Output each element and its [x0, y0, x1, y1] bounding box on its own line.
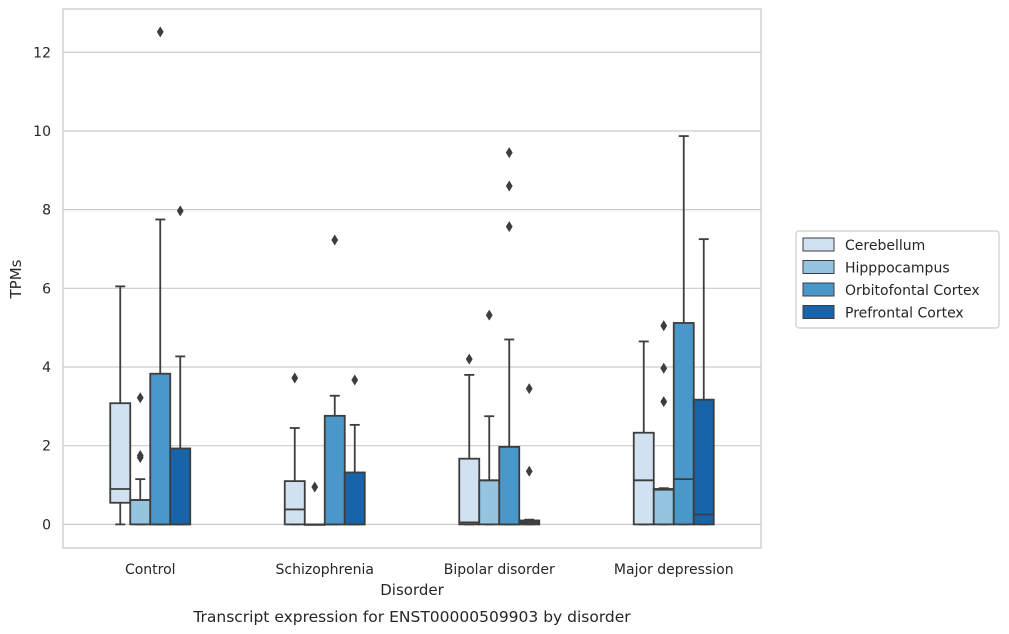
- box-iqr: [283, 480, 306, 526]
- box-cerebellum: [458, 353, 481, 526]
- x-tick-label: Major depression: [614, 562, 734, 578]
- legend-swatch: [802, 305, 835, 319]
- y-tick-label: 6: [42, 281, 51, 297]
- y-tick-label: 0: [42, 517, 51, 533]
- box-hipppocampus: [652, 320, 675, 526]
- legend-label: Prefrontal Cortex: [845, 306, 964, 322]
- y-tick-label: 12: [33, 45, 51, 61]
- box-iqr: [692, 398, 715, 526]
- x-tick-labels: Control Schizophrenia Bipolar disorder Majo…: [125, 562, 734, 578]
- outlier-point: [136, 392, 144, 404]
- box-prefrontal-cortex: [343, 374, 366, 526]
- y-axis-title: TPMs: [7, 259, 25, 299]
- box-hipppocampus: [478, 309, 501, 526]
- legend-frame: [795, 230, 1000, 329]
- box-iqr: [129, 499, 152, 526]
- outlier-point: [331, 234, 339, 246]
- outlier-point: [176, 205, 184, 217]
- outlier-point: [136, 450, 144, 462]
- outlier-point: [505, 221, 513, 233]
- x-tick-label: Schizophrenia: [276, 562, 374, 578]
- y-tick-label: 10: [33, 124, 51, 140]
- box-prefrontal-cortex: [692, 238, 715, 526]
- outlier-point: [660, 396, 668, 408]
- box-iqr: [478, 479, 501, 526]
- box-iqr: [109, 402, 132, 504]
- legend-label: Hipppocampus: [845, 261, 950, 277]
- box-orbitofontal-cortex: [672, 135, 695, 526]
- legend-label: Cerebellum: [845, 238, 925, 254]
- outlier-point: [311, 481, 319, 493]
- x-axis-title: Disorder: [380, 581, 444, 599]
- box-iqr: [498, 445, 521, 526]
- box-hipppocampus: [129, 392, 152, 526]
- y-tick-labels: 0 2 4 6 8 10 12: [33, 45, 51, 533]
- box-orbitofontal-cortex: [149, 26, 172, 526]
- box-cerebellum: [632, 340, 655, 526]
- legend-label: Orbitofontal Cortex: [845, 283, 980, 299]
- box-orbitofontal-cortex: [498, 147, 521, 526]
- x-tick-label: Bipolar disorder: [444, 562, 555, 578]
- outlier-point: [465, 353, 473, 365]
- outlier-point: [660, 362, 668, 374]
- box-iqr: [323, 414, 346, 526]
- outlier-point: [485, 309, 493, 321]
- legend-swatch: [802, 282, 835, 297]
- outlier-point: [525, 383, 533, 395]
- y-tick-label: 2: [42, 439, 51, 455]
- outlier-point: [660, 320, 668, 332]
- legend-swatch: [802, 260, 835, 274]
- box-iqr: [672, 322, 695, 526]
- outlier-point: [351, 374, 359, 386]
- outlier-point: [156, 26, 164, 38]
- box-iqr: [632, 431, 655, 526]
- box-cerebellum: [109, 285, 132, 526]
- box-iqr: [343, 471, 366, 526]
- box-iqr: [149, 372, 172, 526]
- box-hipppocampus: [303, 481, 326, 526]
- box-iqr: [169, 447, 192, 526]
- outlier-point: [525, 465, 533, 477]
- legend-swatch: [802, 237, 835, 252]
- box-iqr: [458, 457, 481, 526]
- outlier-point: [291, 372, 299, 384]
- chart-caption: Transcript expression for ENST0000050990…: [192, 608, 631, 626]
- box-cerebellum: [283, 372, 306, 526]
- x-tick-label: Control: [125, 562, 176, 578]
- plot-frame: [62, 8, 762, 549]
- box-orbitofontal-cortex: [323, 234, 346, 526]
- y-tick-label: 8: [42, 203, 51, 219]
- legend: Cerebellum Hipppocampus Orbitofontal Corte…: [795, 230, 1000, 329]
- outlier-point: [505, 180, 513, 192]
- box-prefrontal-cortex: [518, 383, 541, 526]
- box-prefrontal-cortex: [169, 205, 192, 526]
- y-tick-label: 4: [42, 360, 51, 376]
- box-groups: [109, 26, 715, 526]
- box-iqr: [652, 488, 675, 526]
- outlier-point: [505, 147, 513, 159]
